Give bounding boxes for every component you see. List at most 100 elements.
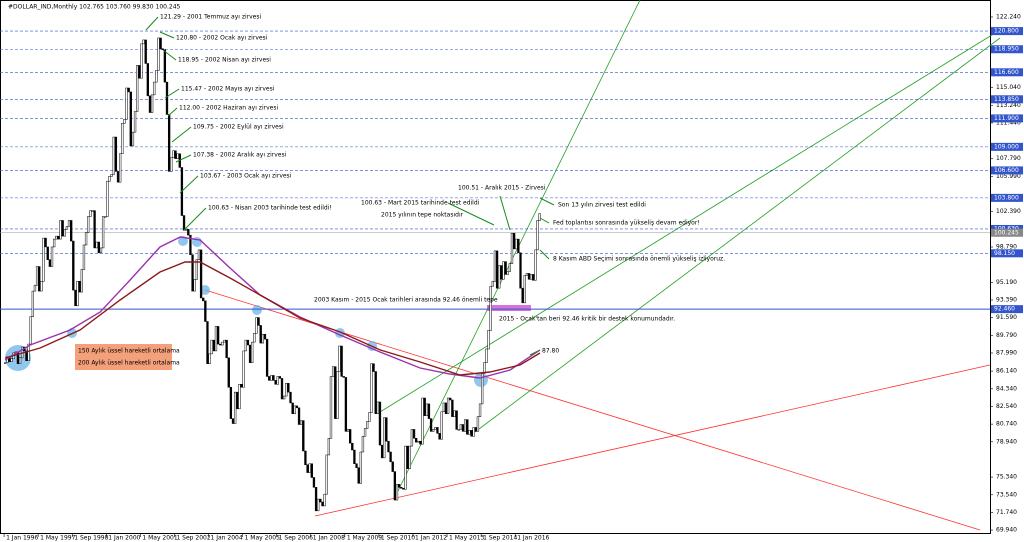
candle — [348, 429, 352, 444]
candle — [197, 249, 201, 260]
candle — [27, 343, 30, 361]
candle — [317, 498, 320, 512]
candle — [63, 229, 66, 237]
candle — [466, 419, 469, 435]
candle — [498, 265, 501, 289]
candle — [387, 440, 390, 453]
candle — [517, 238, 520, 254]
candle — [485, 348, 488, 363]
candle — [261, 334, 264, 344]
candle — [368, 412, 371, 422]
x-tick-label: 1 Jan 2016 — [517, 535, 549, 542]
y-tick-label: 115.040 — [996, 84, 1021, 91]
candle — [412, 429, 416, 439]
candle — [25, 350, 28, 361]
x-tick-label: 1 May 2009 — [347, 535, 382, 542]
candle — [538, 213, 541, 221]
candle — [255, 317, 258, 334]
candle — [312, 477, 316, 488]
annotation-pointer — [447, 202, 495, 226]
candle — [415, 437, 418, 443]
y-tick-label: 89.790 — [996, 332, 1017, 339]
level-label: 98.150 — [994, 250, 1015, 257]
candle — [495, 250, 499, 289]
level-box — [991, 142, 1023, 151]
candle — [153, 81, 156, 96]
level-label: 116.600 — [994, 69, 1019, 76]
candle — [532, 274, 535, 281]
candle — [163, 49, 167, 83]
annotation-pointer — [499, 195, 511, 231]
level-label: 106.600 — [994, 167, 1019, 174]
candle — [508, 263, 512, 272]
candle — [172, 150, 175, 158]
candle — [187, 229, 190, 236]
candle — [457, 429, 460, 431]
candle — [327, 437, 331, 456]
annotation-pointer — [529, 350, 539, 356]
y-tick-label: 86.140 — [996, 368, 1017, 375]
trend-line — [314, 364, 991, 517]
candle — [393, 471, 397, 501]
candle — [210, 339, 213, 355]
candle — [510, 232, 514, 264]
y-tick-label: 75.340 — [996, 474, 1017, 481]
candle — [459, 424, 463, 430]
candle — [31, 290, 34, 317]
candle — [295, 405, 299, 409]
candle — [304, 450, 307, 465]
candle — [451, 399, 454, 417]
candle — [259, 325, 262, 344]
candle — [363, 428, 367, 437]
candle — [148, 95, 152, 113]
y-tick-label: 93.390 — [996, 297, 1017, 304]
candle — [302, 420, 305, 452]
candle — [70, 220, 73, 242]
annotation: 121.29 - 2001 Temmuz ayı zirvesi — [160, 14, 261, 21]
level-label: 111.900 — [994, 115, 1019, 122]
candle — [35, 266, 39, 286]
candle — [289, 391, 292, 404]
candle — [150, 94, 154, 113]
annotation: 2003 Kasım - 2015 Ocak tarihleri arasınd… — [314, 297, 498, 304]
candle — [374, 371, 377, 414]
candle — [408, 445, 411, 469]
candle — [84, 231, 88, 246]
candle — [468, 430, 471, 435]
annotation-pointer — [175, 154, 192, 163]
candle — [489, 285, 492, 331]
candle — [204, 300, 207, 322]
candle — [65, 226, 69, 230]
candle — [161, 48, 164, 50]
annotation: 100.63 - Mart 2015 tarihinde test edildi — [361, 200, 480, 207]
touch-marker — [200, 285, 210, 295]
trend-lines — [204, 0, 1001, 531]
candle — [265, 338, 269, 377]
candle — [78, 281, 81, 293]
x-tick-label: 1 Sep 2010 — [381, 535, 415, 542]
y-tick-label: 87.990 — [996, 349, 1017, 356]
candle — [351, 442, 354, 451]
candle — [108, 176, 111, 182]
annotation: 100.51 - Aralık 2015 - Zirvesi — [458, 185, 546, 192]
x-tick-label: 1 Sep 2014 — [483, 535, 517, 542]
y-tick-label: 107.790 — [996, 155, 1021, 162]
candle — [214, 326, 218, 352]
candle — [38, 266, 41, 292]
chart-title: #DOLLAR_IND,Monthly 102.765 103.760 99.8… — [8, 4, 181, 11]
candle — [29, 316, 32, 345]
candle — [121, 123, 124, 154]
candle — [278, 376, 282, 379]
candle — [534, 249, 537, 281]
candle — [236, 391, 239, 410]
candle — [231, 418, 235, 424]
candle — [453, 410, 456, 417]
level-box — [991, 45, 1023, 54]
candle — [167, 114, 171, 172]
annotation: 118.95 - 2002 Nisan ayı zirvesi — [178, 57, 271, 64]
candle — [487, 330, 490, 350]
y-tick-label: 82.540 — [996, 403, 1017, 410]
candle — [519, 252, 522, 289]
candle — [48, 259, 52, 267]
candle — [40, 281, 43, 292]
